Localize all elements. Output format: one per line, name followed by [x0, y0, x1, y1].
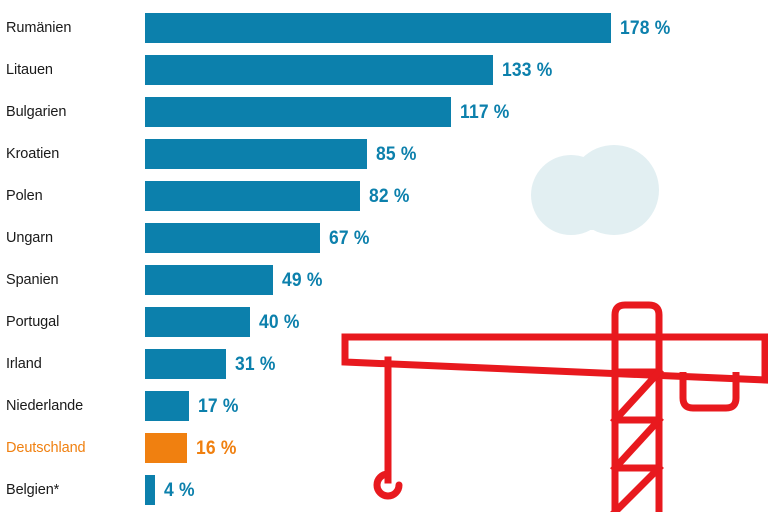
bar-category-label: Rumänien [6, 19, 72, 36]
bar-value-label: 133 % [502, 59, 553, 81]
bar-fill [145, 265, 274, 295]
bar-category-label: Litauen [6, 61, 53, 78]
bar-row: Litauen 133 % [0, 49, 768, 91]
bar-track: 133 % [145, 55, 557, 85]
bar-track: 178 % [145, 13, 675, 43]
bar-track: 31 % [145, 349, 279, 379]
bar-category-label: Irland [6, 355, 42, 372]
bar-fill [145, 307, 250, 337]
bar-category-label: Spanien [6, 271, 59, 288]
bar-category-label: Bulgarien [6, 103, 67, 120]
bar-value-label: 178 % [619, 17, 671, 39]
bar-track: 17 % [145, 391, 243, 421]
bar-row: Polen 82 % [0, 175, 768, 217]
bar-track: 49 % [145, 265, 326, 295]
bar-category-label: Niederlande [6, 397, 84, 414]
bar-track: 117 % [145, 97, 514, 127]
bar-value-label: 40 % [258, 311, 300, 333]
bar-category-label: Polen [6, 187, 43, 204]
bar-fill [145, 181, 360, 211]
bar-value-label: 17 % [198, 395, 240, 417]
bar-value-label: 85 % [376, 143, 418, 165]
bar-fill [145, 139, 368, 169]
bar-row: Irland 31 % [0, 343, 768, 385]
bar-category-label: Portugal [6, 313, 60, 330]
bar-row: Deutschland 16 % [0, 427, 768, 469]
bar-track: 40 % [145, 307, 303, 337]
bar-track: 4 % [145, 475, 198, 505]
bar-fill [145, 475, 156, 505]
bar-value-label: 16 % [195, 437, 237, 459]
bar-fill [145, 223, 321, 253]
bar-row: Bulgarien 117 % [0, 91, 768, 133]
bar-row: Niederlande 17 % [0, 385, 768, 427]
bar-track: 16 % [145, 433, 240, 463]
bar-track: 67 % [145, 223, 373, 253]
bar-track: 82 % [145, 181, 413, 211]
bar-fill [145, 391, 190, 421]
bar-row: Ungarn 67 % [0, 217, 768, 259]
bar-value-label: 67 % [329, 227, 370, 249]
bar-value-label: 117 % [460, 101, 510, 123]
bar-track: 85 % [145, 139, 421, 169]
bar-fill [145, 13, 611, 43]
bar-row: Rumänien 178 % [0, 7, 768, 49]
bar-row: Spanien 49 % [0, 259, 768, 301]
bar-row: Portugal 40 % [0, 301, 768, 343]
bar-value-label: 82 % [368, 185, 410, 207]
bar-fill [145, 433, 187, 463]
bar-fill [145, 97, 452, 127]
bar-category-label: Ungarn [6, 229, 53, 246]
bar-value-label: 31 % [235, 353, 276, 375]
bar-fill [145, 55, 494, 85]
bar-value-label: 49 % [282, 269, 323, 291]
bar-category-label: Kroatien [6, 145, 60, 162]
bar-fill [145, 349, 227, 379]
bar-category-label: Belgien* [6, 481, 60, 498]
bar-category-label: Deutschland [6, 439, 86, 456]
bar-row: Belgien* 4 % [0, 469, 768, 511]
bar-row: Kroatien 85 % [0, 133, 768, 175]
bar-value-label: 4 % [164, 479, 196, 501]
